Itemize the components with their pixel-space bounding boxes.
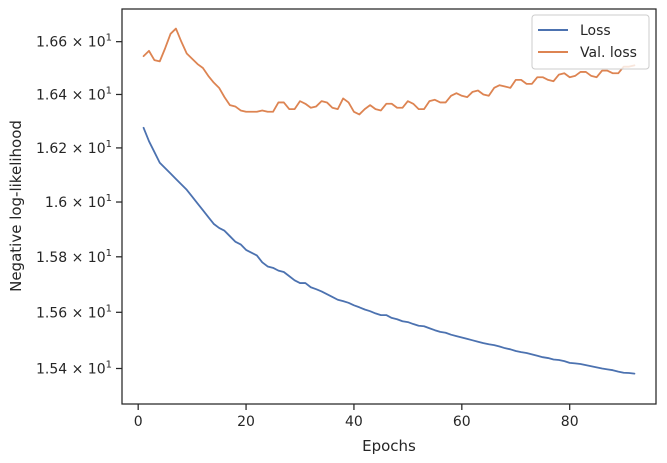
y-tick-label: 1.66 × 101 xyxy=(36,33,112,51)
x-tick-label: 40 xyxy=(345,414,363,430)
plot-frame xyxy=(121,8,657,405)
x-tick-label: 80 xyxy=(561,414,579,430)
y-axis-label: Negative log-likelihood xyxy=(7,120,25,292)
series-line-loss xyxy=(142,126,636,375)
x-tick-label: 0 xyxy=(134,414,143,430)
series-layer xyxy=(142,27,636,375)
x-tick-label: 20 xyxy=(237,414,255,430)
legend-box xyxy=(531,14,650,70)
y-tick-label: 1.6 × 101 xyxy=(45,193,112,211)
y-tick-label: 1.56 × 101 xyxy=(36,303,112,321)
y-tick-label: 1.58 × 101 xyxy=(36,248,112,266)
y-ticks: 1.54 × 101 1.56 × 101 1.58 × 101 1.6 × 101 1… xyxy=(36,33,122,378)
x-tick-label: 60 xyxy=(453,414,471,430)
y-tick-label: 1.54 × 101 xyxy=(36,360,112,378)
x-ticks: 0 20 40 60 80 xyxy=(134,404,579,430)
legend-label-val-loss: Val. loss xyxy=(580,45,637,61)
series-line-val-loss xyxy=(142,27,636,116)
legend: Loss Val. loss xyxy=(531,14,650,70)
legend-label-loss: Loss xyxy=(580,23,611,39)
y-tick-label: 1.62 × 101 xyxy=(36,139,112,157)
x-axis-label: Epochs xyxy=(362,437,416,455)
y-tick-label: 1.64 × 101 xyxy=(36,85,112,103)
